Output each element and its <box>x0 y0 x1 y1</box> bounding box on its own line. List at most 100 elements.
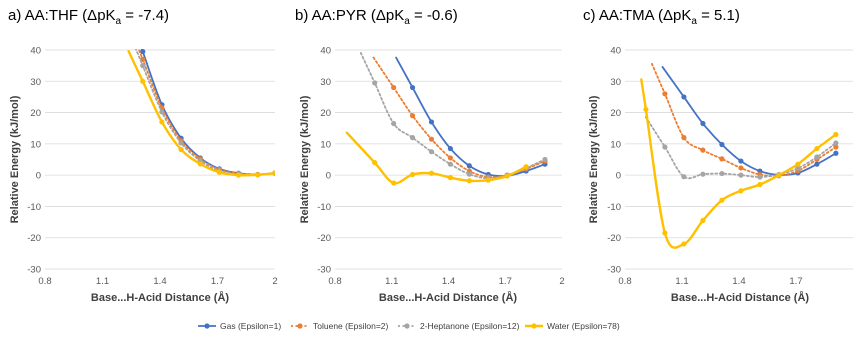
legend-entry: Water (Epsilon=78) <box>547 321 620 331</box>
data-point <box>372 80 378 86</box>
data-point <box>140 63 146 69</box>
data-point <box>757 174 763 180</box>
data-point <box>178 146 184 153</box>
legend-entry: Toluene (Epsilon=2) <box>313 321 389 331</box>
data-point <box>738 188 744 194</box>
x-axis-label: Base...H-Acid Distance (Å) <box>91 291 229 304</box>
data-point <box>700 217 706 224</box>
data-point <box>643 106 649 113</box>
series-line <box>650 62 837 177</box>
data-point <box>447 161 453 167</box>
x-tick-label: 1.1 <box>675 276 688 287</box>
y-tick-label: 40 <box>30 46 41 57</box>
data-point <box>776 172 782 178</box>
x-axis-label: Base...H-Acid Distance (Å) <box>379 291 517 304</box>
data-point <box>833 131 839 138</box>
data-point <box>757 181 763 188</box>
y-tick-label: -20 <box>317 233 331 244</box>
data-point <box>178 140 184 146</box>
data-point <box>159 119 165 125</box>
x-tick-label: 1.4 <box>153 276 166 287</box>
data-point <box>833 150 839 156</box>
series-line <box>345 131 528 185</box>
chart-panel-pyr: b) AA:PYR (ΔpKa = -0.6) -30 -20 -10 0 10 20 30 4… <box>295 7 565 304</box>
x-tick-label: 2 <box>559 276 564 287</box>
data-point <box>409 171 416 178</box>
series-line <box>395 56 546 177</box>
data-point <box>391 120 397 127</box>
series-line <box>372 56 546 179</box>
data-point <box>795 165 801 171</box>
data-point <box>681 94 687 100</box>
data-point <box>428 119 435 125</box>
x-tick-label: 1.7 <box>789 276 802 287</box>
series-line <box>644 116 837 180</box>
y-tick-label: 20 <box>610 108 621 119</box>
x-tick-label: 1.1 <box>385 276 398 287</box>
data-point <box>428 170 435 176</box>
data-point <box>447 155 453 161</box>
y-tick-label: 0 <box>616 171 621 182</box>
data-point <box>814 161 820 167</box>
data-point <box>428 149 435 155</box>
legend-entry: 2-Heptanone (Epsilon=12) <box>420 321 520 331</box>
data-point <box>833 144 839 150</box>
data-point <box>814 154 820 160</box>
series-line <box>140 49 275 176</box>
y-tick-label: -20 <box>607 233 621 244</box>
data-point <box>719 197 725 203</box>
data-point <box>485 177 491 183</box>
y-tick-label: -30 <box>27 265 41 276</box>
data-point <box>409 113 416 119</box>
x-tick-label: 0.8 <box>38 276 51 287</box>
data-point <box>216 169 223 175</box>
legend: Gas (Epsilon=1) Toluene (Epsilon=2) 2-Hept… <box>198 321 620 331</box>
y-tick-label: -10 <box>607 202 621 213</box>
y-tick-label: 10 <box>610 139 621 150</box>
data-point <box>542 156 548 163</box>
y-tick-label: 40 <box>320 46 331 57</box>
data-point <box>833 140 839 146</box>
y-tick-label: 0 <box>36 171 41 182</box>
y-tick-label: 0 <box>326 171 331 182</box>
chart-panel-thf: a) AA:THF (ΔpKa = -7.4) -30 -20 -10 0 10 20 30 4… <box>8 7 278 304</box>
series-line <box>359 51 546 180</box>
legend-marker <box>204 323 210 329</box>
y-tick-label: -30 <box>317 265 331 276</box>
y-tick-label: -10 <box>317 202 331 213</box>
series-line <box>134 49 275 176</box>
legend-marker <box>404 323 410 329</box>
x-tick-label: 1.4 <box>442 276 455 287</box>
y-axis-label: Relative Energy (kJ/mol) <box>9 95 21 223</box>
y-tick-label: -10 <box>27 202 41 213</box>
data-point <box>681 241 687 247</box>
data-point <box>466 171 472 177</box>
data-point <box>700 171 706 177</box>
data-point <box>272 170 275 176</box>
y-tick-label: 30 <box>320 77 331 88</box>
data-point <box>466 163 472 169</box>
y-tick-label: 10 <box>320 139 331 150</box>
data-point <box>409 84 416 91</box>
data-point <box>466 178 472 184</box>
data-point <box>738 165 744 171</box>
data-point <box>159 109 165 115</box>
data-point <box>504 173 510 179</box>
data-point <box>700 147 706 153</box>
data-point <box>738 158 744 164</box>
x-tick-label: 1.4 <box>732 276 745 287</box>
data-point <box>795 161 801 167</box>
data-point <box>140 78 146 84</box>
x-tick-label: 0.8 <box>618 276 631 287</box>
y-axis-label: Relative Energy (kJ/mol) <box>299 95 311 223</box>
data-point <box>255 172 261 178</box>
panel-title: b) AA:PYR (ΔpKa = -0.6) <box>295 7 458 27</box>
y-tick-label: 10 <box>30 139 41 150</box>
x-tick-label: 1.1 <box>96 276 109 287</box>
data-point <box>719 156 725 162</box>
data-point <box>391 84 397 91</box>
x-tick-label: 2 <box>272 276 277 287</box>
y-tick-label: -30 <box>607 265 621 276</box>
data-point <box>235 172 242 178</box>
